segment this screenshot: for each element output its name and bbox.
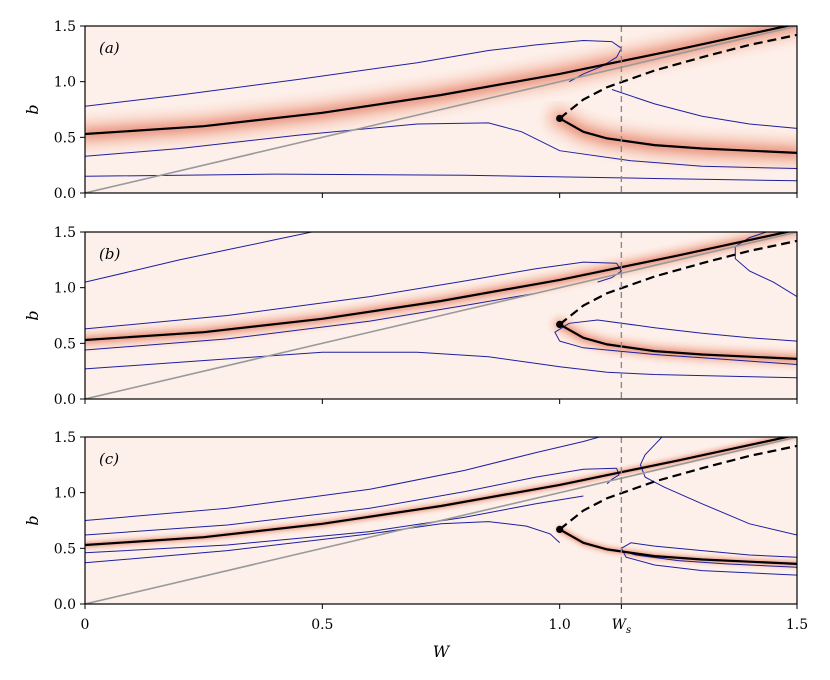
panel-1: 0.0 0.5 1.0 1.5 b (a)	[23, 19, 798, 202]
panel-2: 0.0 0.5 1.0 1.5 b (b)	[23, 225, 798, 408]
y-tick-label: 0.0	[54, 186, 76, 202]
y-tick-label: 1.0	[54, 75, 76, 91]
fold-point	[556, 114, 564, 123]
contour-line	[734, 232, 797, 298]
fold-point	[556, 525, 564, 534]
y-axis-label: b	[23, 515, 42, 525]
contour-line	[85, 232, 315, 283]
diagonal-line	[85, 232, 797, 399]
stable-lower-branch	[559, 323, 797, 360]
y-tick-label: 1.5	[54, 430, 76, 446]
contour-line	[559, 340, 797, 365]
diagonal-line	[85, 437, 797, 604]
contour-line	[85, 39, 612, 107]
diagonal-line	[85, 26, 797, 193]
panel-label: (a)	[99, 39, 120, 57]
y-tick-label: 1.5	[54, 19, 76, 35]
x-axis-label: W	[433, 642, 451, 661]
y-tick-label: 0.5	[54, 336, 76, 352]
y-tick-label: 0.5	[54, 130, 76, 146]
x-tick-label-ws: Ws	[612, 617, 632, 636]
y-tick-label: 0.0	[54, 597, 76, 613]
stable-upper-branch	[85, 26, 793, 136]
unstable-branch	[559, 33, 797, 120]
contour-line	[554, 319, 797, 342]
y-axis-label: b	[23, 104, 42, 114]
unstable-branch	[559, 444, 797, 531]
contour-line	[620, 542, 797, 576]
y-tick-label: 0.5	[54, 541, 76, 557]
contour-line	[568, 41, 623, 83]
contour-line	[85, 122, 797, 169]
fold-point	[556, 320, 564, 329]
contour-line	[611, 89, 797, 129]
contour-line	[85, 495, 584, 554]
panel-label: (c)	[99, 450, 119, 468]
contour-line	[85, 521, 561, 564]
stable-upper-branch	[85, 437, 793, 547]
unstable-branch	[559, 239, 797, 326]
contour-line	[85, 261, 617, 330]
contour-line	[85, 173, 797, 182]
x-tick-label: 1.5	[786, 617, 808, 633]
y-tick-label: 1.0	[54, 281, 76, 297]
axes-frame	[84, 436, 798, 605]
contour-line	[85, 351, 797, 379]
x-tick-label: 0	[81, 617, 90, 633]
stable-upper-branch	[85, 232, 793, 342]
axes-frame	[84, 231, 798, 400]
contour-line	[85, 437, 602, 521]
axes-frame	[84, 25, 798, 194]
panel-3: 0.0 0.5 1.0 1.5 0 0.5 1.0 1.5 Ws b (c)	[23, 430, 808, 636]
y-axis-label: b	[23, 310, 42, 320]
x-tick-label: 0.5	[311, 617, 333, 633]
x-tick-label: 1.0	[549, 617, 571, 633]
contour-line	[639, 437, 797, 536]
panel-label: (b)	[99, 245, 120, 263]
contour-line	[85, 467, 617, 536]
stable-lower-branch	[559, 117, 797, 154]
y-tick-label: 1.5	[54, 225, 76, 241]
y-tick-label: 1.0	[54, 486, 76, 502]
stable-lower-branch	[559, 528, 797, 565]
contour-line	[85, 292, 536, 351]
y-tick-label: 0.0	[54, 392, 76, 408]
